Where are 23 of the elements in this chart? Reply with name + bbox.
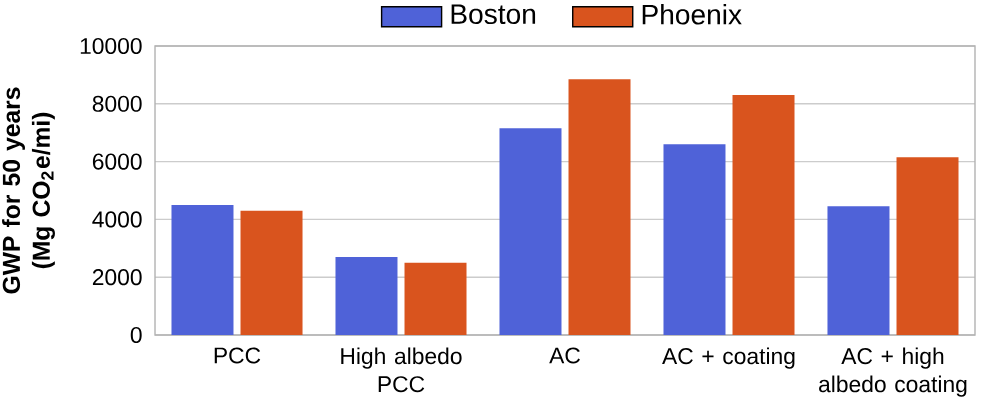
y-tick-label: 2000 xyxy=(92,269,142,286)
bar xyxy=(663,144,726,335)
y-tick-label: 6000 xyxy=(92,153,142,170)
bar xyxy=(732,95,795,335)
y-tick-label: 8000 xyxy=(92,95,142,112)
bar xyxy=(568,79,631,335)
y-tick-label: 0 xyxy=(130,326,142,344)
y-tick-label: 4000 xyxy=(92,211,142,228)
bar xyxy=(896,157,959,335)
bar xyxy=(827,206,890,335)
legend-label: Phoenix xyxy=(642,3,742,25)
x-tick-label: AC xyxy=(549,347,580,364)
x-tick-label: AC + high albedo coating xyxy=(819,347,967,397)
legend-label: Boston xyxy=(451,4,536,25)
x-tick-label: High albedo PCC xyxy=(341,347,462,393)
x-tick-label: PCC xyxy=(214,347,261,364)
x-tick-label: AC + coating xyxy=(662,347,795,369)
bar xyxy=(499,128,562,335)
bar xyxy=(240,210,303,335)
y-tick-label: 10000 xyxy=(80,37,142,55)
bar xyxy=(404,262,467,335)
bar xyxy=(171,204,234,335)
bar xyxy=(335,256,398,335)
